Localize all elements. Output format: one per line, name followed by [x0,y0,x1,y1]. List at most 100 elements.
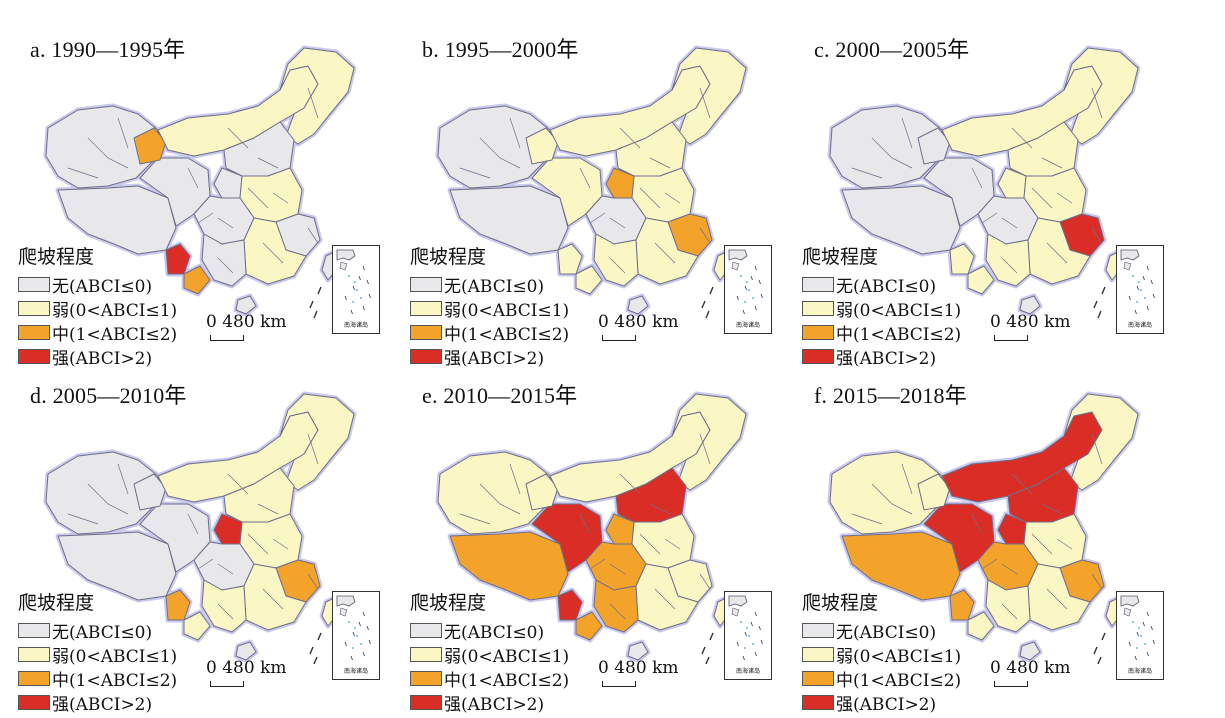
map-panel: a. 1990—1995年 爬坡程度 无(ABCI≤0) 弱(0<ABCI≤1) 中(1… [18,18,408,369]
region-hainan [627,641,649,661]
legend-label: 无(ABCI≤0) [836,622,937,643]
scale-label: 0 480 km [206,312,287,332]
legend-label: 中(1<ABCI≤2) [52,670,178,691]
region-yunnan-hot2 [967,265,995,295]
region-xinjiang [45,451,159,535]
scale-bar: 0 480 km [990,658,1071,687]
legend-label: 强(ABCI>2) [444,694,545,715]
china-map [435,45,749,319]
region-southwest [985,579,1031,633]
region-yunnan-hot [557,589,583,621]
region-xinjiang [437,105,551,189]
region-southwest [593,579,639,633]
region-hexi-hot [917,127,951,165]
legend-swatch [410,670,442,686]
legend-item: 强(ABCI>2) [18,344,177,369]
region-yunnan-hot2 [183,265,211,295]
legend-label: 弱(0<ABCI≤1) [444,646,570,667]
legend-swatch [410,324,442,340]
china-map [827,391,1141,665]
legend: 爬坡程度无(ABCI≤0) 弱(0<ABCI≤1) 中(1<ABCI≤2) 强(ABC… [410,588,570,715]
scale-label: 0 480 km [206,658,287,678]
scale-bar-line [602,335,636,341]
scale-bar: 0 480 km [990,312,1071,341]
legend-label: 中(1<ABCI≤2) [52,324,178,345]
region-ne [1063,47,1139,145]
legend-label: 中(1<ABCI≤2) [444,670,570,691]
south-china-sea-inset: 南海诸岛 [724,245,772,334]
legend-item: 强(ABCI>2) [18,690,177,715]
legend-title: 爬坡程度 [802,592,879,614]
legend-item: 无(ABCI≤0) [18,618,177,643]
region-yunnan-hot2 [967,611,995,641]
legend-label: 弱(0<ABCI≤1) [444,300,570,321]
china-map [435,391,749,665]
region-yunnan-hot2 [575,265,603,295]
legend-label: 弱(0<ABCI≤1) [836,300,962,321]
region-hexi-hot [133,127,167,165]
legend-swatch [802,646,834,662]
legend-item: 弱(0<ABCI≤1) [410,642,570,667]
legend-item: 无(ABCI≤0) [802,618,961,643]
legend-label: 弱(0<ABCI≤1) [52,300,178,321]
region-hainan [235,295,257,315]
legend-item: 中(1<ABCI≤2) [802,666,961,691]
inset-label: 南海诸岛 [1127,322,1152,329]
scale-bar: 0 480 km [598,658,679,687]
legend-item: 中(1<ABCI≤2) [18,666,178,691]
legend: 爬坡程度 无(ABCI≤0) 弱(0<ABCI≤1) 中(1<ABCI≤2) 强(ABC… [410,242,570,369]
legend-swatch [18,324,50,340]
legend-title: 爬坡程度 [410,246,487,268]
legend: 爬坡程度无(ABCI≤0) 弱(0<ABCI≤1) 中(1<ABCI≤2) 强(ABC… [802,242,962,369]
legend-item: 中(1<ABCI≤2) [410,320,569,345]
legend-item: 中(1<ABCI≤2) [802,320,961,345]
region-hainan [1019,641,1041,661]
scale-bar-line [210,681,244,687]
scale-bar-line [994,681,1028,687]
map-panel: d. 2005—2010年 爬坡程度 无(ABCI≤0) 弱(0<ABCI≤1) 中(1… [18,364,408,715]
scale-bar-line [994,335,1028,341]
region-ne [279,393,355,491]
map-panel: b. 1995—2000年爬坡程度 无(ABCI≤0) 弱(0<ABCI≤1) 中(1… [410,18,800,369]
region-southwest [593,233,639,287]
legend-swatch [802,670,834,686]
legend-label: 无(ABCI≤0) [444,622,545,643]
legend-label: 强(ABCI>2) [52,348,153,369]
legend-label: 无(ABCI≤0) [836,276,937,297]
panel-title: b. 1995—2000年 [422,37,579,62]
region-ne [671,393,747,491]
region-hexi-hot [917,473,951,511]
legend-item: 无(ABCI≤0) [410,618,569,643]
china-map [827,45,1141,319]
legend-title: 爬坡程度 [410,592,487,614]
legend-label: 弱(0<ABCI≤1) [836,646,962,667]
inset-label: 南海诸岛 [735,322,760,329]
south-china-sea-inset: 南海诸岛 [724,591,772,680]
region-xinjiang [45,105,159,189]
region-xinjiang [829,105,943,189]
china-map [43,45,357,319]
map-panel: e. 2010—2015年 爬坡程度 无(ABCI≤0) 弱(0<ABCI≤1) 中(1… [410,364,800,715]
region-hexi-hot [525,473,559,511]
legend-swatch [802,276,834,292]
legend-item: 强(ABCI>2) [802,690,961,715]
legend-swatch [410,622,442,638]
legend-item: 弱(0<ABCI≤1) [802,296,962,321]
legend-label: 无(ABCI≤0) [52,276,153,297]
scale-bar: 0 480 km [206,312,287,341]
region-southwest [985,233,1031,287]
legend-label: 强(ABCI>2) [444,348,545,369]
legend-title: 爬坡程度 [802,246,879,268]
legend-label: 强(ABCI>2) [836,348,937,369]
scale-label: 0 480 km [598,658,679,678]
region-ne [1063,393,1139,491]
legend-swatch [18,276,50,292]
inset-label: 南海诸岛 [343,668,368,675]
legend-item: 强(ABCI>2) [410,690,569,715]
panel-title: c. 2000—2005年 [814,37,970,62]
legend-swatch [802,694,834,710]
legend-swatch [18,300,50,316]
legend-item: 弱(0<ABCI≤1) [410,296,570,321]
region-hainan [1019,295,1041,315]
china-map [43,391,357,665]
